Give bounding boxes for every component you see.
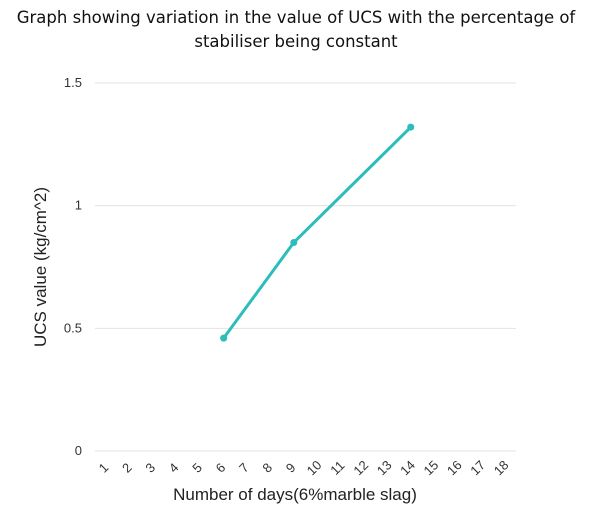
data-point xyxy=(290,238,298,246)
x-tick-label: 16 xyxy=(444,457,465,478)
x-tick-label: 6 xyxy=(213,460,229,476)
x-tick-label: 4 xyxy=(166,460,182,476)
data-point xyxy=(220,334,228,342)
y-tick-label: 0 xyxy=(75,443,82,458)
chart-title-line-1: Graph showing variation in the value of … xyxy=(16,8,576,27)
x-tick-label: 9 xyxy=(283,460,299,476)
x-tick-label: 7 xyxy=(236,460,252,476)
y-axis-ticks: 0 0.5 1 1.5 xyxy=(64,75,82,458)
x-tick-label: 18 xyxy=(491,457,512,478)
y-tick-label: 1 xyxy=(75,198,82,213)
x-tick-label: 11 xyxy=(327,458,347,478)
x-tick-label: 8 xyxy=(259,460,275,476)
x-tick-label: 10 xyxy=(304,457,325,478)
y-axis-label: UCS value (kg/cm^2) xyxy=(31,187,50,347)
x-tick-label: 14 xyxy=(397,457,418,478)
x-tick-label: 2 xyxy=(119,460,135,476)
series xyxy=(220,123,415,342)
y-tick-label: 0.5 xyxy=(64,320,82,335)
chart-title: Graph showing variation in the value of … xyxy=(0,6,592,54)
x-tick-label: 3 xyxy=(142,460,158,476)
chart-title-line-2: stabiliser being constant xyxy=(194,32,398,51)
series-line xyxy=(222,125,413,340)
x-tick-label: 13 xyxy=(374,457,395,478)
x-tick-label: 17 xyxy=(467,457,488,478)
data-point xyxy=(407,123,415,131)
x-tick-label: 5 xyxy=(189,460,205,476)
x-axis-label: Number of days(6%marble slag) xyxy=(173,485,417,504)
x-tick-label: 12 xyxy=(350,457,371,478)
gridlines xyxy=(95,82,516,452)
x-tick-label: 15 xyxy=(421,457,442,478)
x-tick-label: 1 xyxy=(96,460,112,476)
y-tick-label: 1.5 xyxy=(64,75,82,90)
x-axis-ticks: 1 2 3 4 5 6 7 8 9 10 11 12 13 14 15 16 17 18 xyxy=(96,457,512,478)
